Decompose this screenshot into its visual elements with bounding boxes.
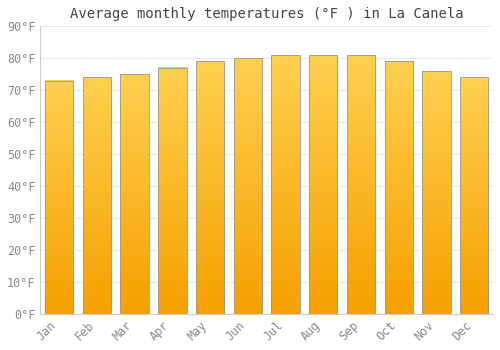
Bar bbox=[272, 55, 299, 314]
Bar bbox=[83, 77, 111, 314]
Bar bbox=[460, 77, 488, 314]
Bar bbox=[347, 55, 375, 314]
Bar bbox=[120, 74, 149, 314]
Bar bbox=[234, 58, 262, 314]
Bar bbox=[272, 55, 299, 314]
Bar bbox=[234, 58, 262, 314]
Bar bbox=[83, 77, 111, 314]
Bar bbox=[120, 74, 149, 314]
Bar bbox=[347, 55, 375, 314]
Bar bbox=[158, 68, 186, 314]
Bar bbox=[460, 77, 488, 314]
Bar bbox=[309, 55, 338, 314]
Title: Average monthly temperatures (°F ) in La Canela: Average monthly temperatures (°F ) in La… bbox=[70, 7, 464, 21]
Bar bbox=[384, 62, 413, 314]
Bar bbox=[158, 68, 186, 314]
Bar bbox=[196, 62, 224, 314]
Bar bbox=[309, 55, 338, 314]
Bar bbox=[422, 71, 450, 314]
Bar bbox=[196, 62, 224, 314]
Bar bbox=[45, 80, 74, 314]
Bar bbox=[384, 62, 413, 314]
Bar bbox=[45, 80, 74, 314]
Bar bbox=[422, 71, 450, 314]
